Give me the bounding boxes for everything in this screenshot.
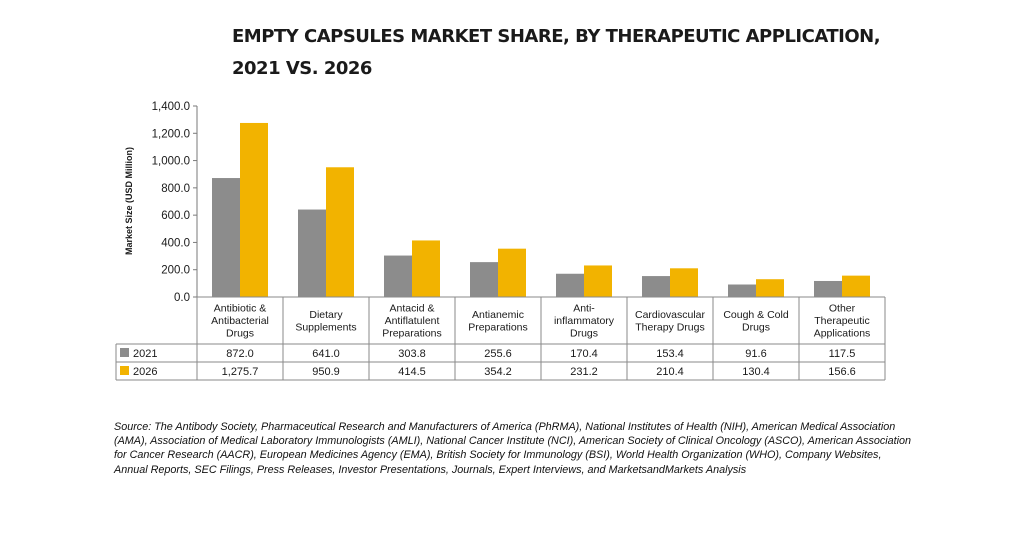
category-label: Antibacterial	[211, 315, 269, 327]
y-tick-label: 1,000.0	[152, 156, 190, 168]
table-value-2026: 1,275.7	[222, 366, 259, 378]
table-value-2021: 153.4	[656, 348, 684, 360]
bar-2021-3	[470, 262, 498, 297]
bar-2026-6	[756, 279, 784, 297]
table-value-2021: 170.4	[570, 348, 598, 360]
category-label: Therapy Drugs	[635, 321, 704, 333]
y-tick-label: 200.0	[161, 265, 190, 277]
bar-2021-4	[556, 273, 584, 297]
legend-swatch-2026	[120, 366, 129, 375]
category-label: Cough & Cold	[723, 309, 789, 321]
table-value-2026: 414.5	[398, 366, 426, 378]
bar-2021-0	[212, 178, 240, 297]
category-label: inflammatory	[554, 315, 615, 327]
y-tick-label: 1,200.0	[152, 128, 190, 140]
category-label: Antianemic	[472, 309, 524, 321]
y-axis-label: Market Size (USD Million)	[124, 147, 134, 255]
bar-2026-2	[412, 240, 440, 297]
bar-2021-6	[728, 284, 756, 297]
bar-2026-4	[584, 265, 612, 297]
bar-2021-2	[384, 255, 412, 297]
y-tick-label: 400.0	[161, 237, 190, 249]
category-label: Antacid &	[390, 303, 435, 315]
category-label: Antibiotic &	[214, 303, 267, 315]
category-label: Anti-	[573, 303, 595, 315]
category-label: Drugs	[226, 328, 254, 340]
bar-chart: 0.0 200.0 400.0 600.0 800.0 1,000.0 1,200.0 1,4…	[115, 101, 886, 381]
table-value-2026: 354.2	[484, 366, 512, 378]
bar-2026-0	[240, 122, 268, 297]
category-label: Antiflatulent	[385, 315, 440, 327]
table-value-2026: 156.6	[828, 366, 856, 378]
y-tick-label: 600.0	[161, 210, 190, 222]
y-tick-label: 0.0	[174, 292, 190, 304]
table-value-2026: 130.4	[742, 366, 770, 378]
bar-2026-3	[498, 248, 526, 297]
table-value-2026: 210.4	[656, 366, 684, 378]
y-tick-label: 1,400.0	[152, 101, 190, 113]
table-value-2021: 117.5	[829, 348, 856, 360]
table-value-2021: 641.0	[312, 348, 340, 360]
bar-2021-5	[642, 276, 670, 297]
legend-label-2026: 2026	[133, 366, 157, 378]
bar-2021-7	[814, 280, 842, 297]
bar-2026-7	[842, 275, 870, 297]
bar-2021-1	[298, 209, 326, 297]
category-label: Drugs	[742, 321, 770, 333]
table-value-2026: 950.9	[312, 366, 340, 378]
bar-2026-1	[326, 167, 354, 297]
chart-title-line-1: EMPTY CAPSULES MARKET SHARE, BY THERAPEU…	[232, 26, 881, 47]
category-label: Dietary	[309, 309, 343, 321]
legend-label-2021: 2021	[133, 348, 157, 360]
category-label: Cardiovascular	[635, 309, 706, 321]
table-value-2021: 872.0	[226, 348, 254, 360]
table-value-2021: 255.6	[484, 348, 512, 360]
category-label: Applications	[814, 328, 871, 340]
source-note: Source: The Antibody Society, Pharmaceut…	[114, 421, 912, 476]
category-label: Drugs	[570, 328, 598, 340]
category-label: Preparations	[382, 328, 442, 340]
table-value-2021: 91.6	[745, 348, 766, 360]
table-value-2026: 231.2	[570, 366, 598, 378]
y-tick-label: 800.0	[161, 183, 190, 195]
category-label: Supplements	[295, 321, 356, 333]
table-value-2021: 303.8	[398, 348, 426, 360]
category-label: Preparations	[468, 321, 528, 333]
category-label: Therapeutic	[814, 315, 869, 327]
chart-title-line-2: 2021 VS. 2026	[232, 58, 372, 79]
category-label: Other	[829, 303, 856, 315]
bar-2026-5	[670, 268, 698, 297]
legend-swatch-2021	[120, 348, 129, 357]
